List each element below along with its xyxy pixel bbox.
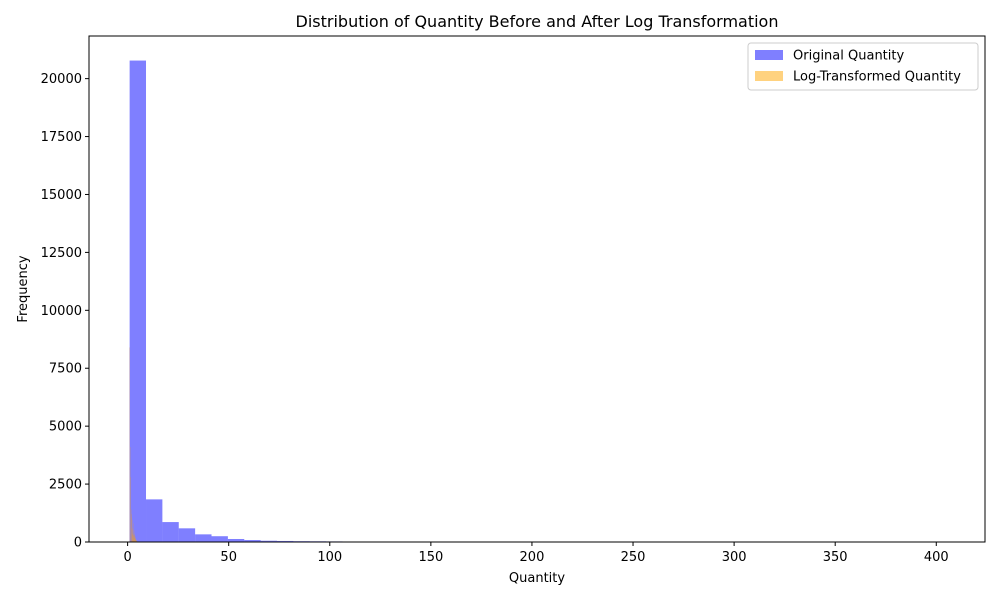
x-tick-label: 50	[220, 550, 237, 565]
y-tick-label: 12500	[41, 246, 82, 261]
histogram-bar	[162, 522, 178, 542]
y-tick-label: 17500	[41, 130, 82, 145]
legend-swatch-log-transformed	[755, 71, 783, 81]
x-tick-label: 400	[924, 550, 949, 565]
x-tick-label: 250	[621, 550, 646, 565]
histogram-bar	[195, 534, 211, 542]
y-tick-label: 2500	[49, 478, 82, 493]
legend: Original Quantity Log-Transformed Quanti…	[748, 43, 978, 90]
y-tick-label: 5000	[49, 420, 82, 435]
legend-label-original: Original Quantity	[793, 49, 904, 64]
x-axis-label: Quantity	[509, 571, 565, 586]
histogram-bar	[130, 61, 146, 542]
y-tick-label: 20000	[41, 72, 82, 87]
legend-label-log-transformed: Log-Transformed Quantity	[793, 70, 961, 85]
y-axis-label: Frequency	[16, 255, 31, 322]
y-tick-label: 0	[74, 536, 82, 551]
x-tick-label: 150	[418, 550, 443, 565]
x-tick-label: 200	[520, 550, 545, 565]
x-tick-label: 100	[317, 550, 342, 565]
y-tick-label: 7500	[49, 362, 82, 377]
histogram-bar	[179, 528, 195, 542]
histogram-bar	[212, 536, 228, 542]
legend-swatch-original	[755, 50, 783, 60]
chart-title: Distribution of Quantity Before and Afte…	[296, 12, 779, 31]
histogram-bar	[146, 499, 162, 542]
y-tick-label: 15000	[41, 188, 82, 203]
x-tick-label: 350	[823, 550, 848, 565]
y-tick-label: 10000	[41, 304, 82, 319]
x-tick-label: 0	[123, 550, 131, 565]
x-tick-label: 300	[722, 550, 747, 565]
